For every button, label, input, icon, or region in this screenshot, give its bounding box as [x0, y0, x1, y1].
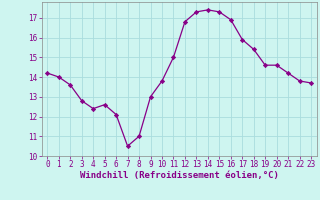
- X-axis label: Windchill (Refroidissement éolien,°C): Windchill (Refroidissement éolien,°C): [80, 171, 279, 180]
